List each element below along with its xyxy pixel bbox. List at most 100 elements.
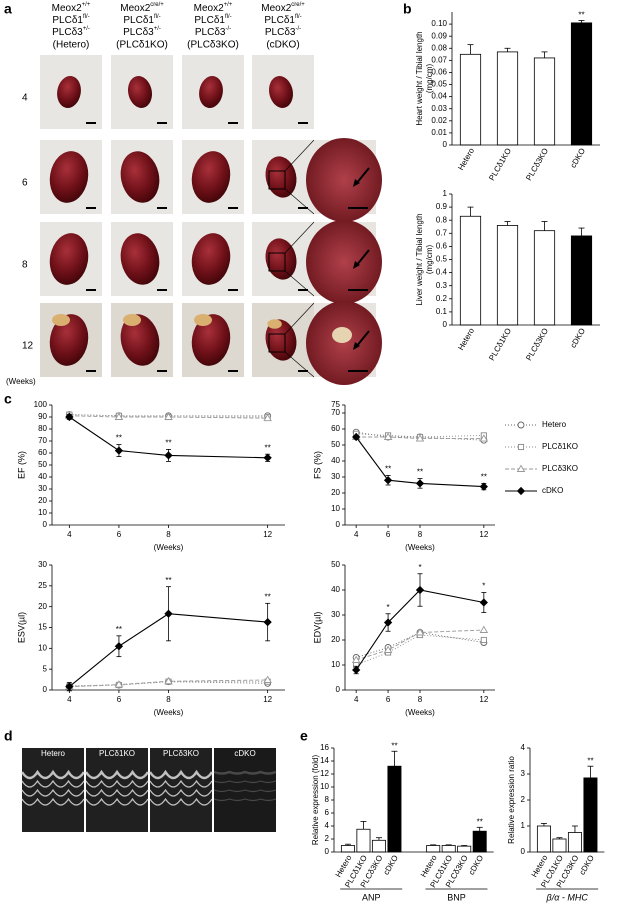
- significance: **: [165, 439, 171, 448]
- marker: [164, 412, 173, 420]
- genotype-line: PLCδ3+/-: [123, 26, 161, 38]
- bar: [457, 845, 472, 853]
- echo-trace: [149, 779, 213, 788]
- marker: [516, 486, 526, 496]
- y-tick-label: 14: [320, 756, 329, 765]
- gene-name: PLCδ1: [194, 15, 225, 26]
- y-tick-label: 50: [38, 460, 47, 469]
- legend-label: cDKO: [542, 486, 563, 495]
- bar: [472, 830, 487, 853]
- y-tick-label: 10: [331, 504, 340, 513]
- heart: [57, 75, 81, 109]
- heart: [49, 314, 89, 366]
- genotype-line: PLCδ3-/-: [265, 26, 301, 38]
- x-tick-label: 8: [418, 695, 423, 704]
- bar: [567, 832, 582, 853]
- y-tick-label: 0.5: [436, 255, 448, 264]
- zoom-line: [284, 270, 315, 297]
- panel-label: a: [4, 1, 12, 17]
- series-line: [356, 436, 484, 440]
- y-tick-label: 0.03: [431, 104, 447, 113]
- marker: [479, 598, 488, 607]
- x-tick-label: 8: [418, 530, 423, 539]
- y-tick-label: 80: [38, 424, 47, 433]
- arrow-head: [353, 342, 360, 350]
- series-line: [356, 632, 484, 658]
- y-tick-label: 40: [331, 456, 340, 465]
- x-tick-label: PLCδ3KO: [524, 147, 550, 183]
- panel-label: e: [300, 728, 308, 744]
- echo-trace: [20, 769, 86, 780]
- y-axis-label: (mg/cm): [425, 64, 434, 94]
- significance: **: [587, 756, 593, 765]
- x-tick-label: 8: [166, 695, 171, 704]
- bar: [496, 51, 519, 146]
- x-tick-label: cDKO: [467, 854, 485, 877]
- marker: [415, 585, 425, 595]
- bar: [356, 828, 371, 853]
- marker: [415, 628, 425, 636]
- arrow-head: [353, 261, 360, 269]
- heart: [191, 233, 231, 285]
- x-tick-label: 6: [386, 695, 391, 704]
- marker: [114, 680, 124, 688]
- y-axis-label: EDV(µl): [312, 612, 322, 644]
- y-tick-label: 10: [331, 660, 340, 669]
- zoom-line: [284, 139, 315, 172]
- heart: [127, 76, 153, 108]
- x-tick-label: 12: [263, 695, 272, 704]
- significance: **: [116, 434, 122, 443]
- age-unit: (Weeks): [6, 377, 36, 386]
- zoom-box: [268, 333, 286, 353]
- genotype-line: PLCδ1fl/-: [52, 14, 89, 26]
- marker: [352, 665, 361, 675]
- genotype-line: PLCδ3-/-: [195, 26, 231, 38]
- group-label: β/α - MHC: [546, 892, 589, 902]
- y-tick-label: 0: [43, 520, 48, 529]
- y-tick-label: 0.05: [431, 80, 447, 89]
- atrium: [194, 314, 212, 326]
- y-tick-label: 5: [43, 664, 48, 673]
- x-tick-label: cDKO: [569, 147, 587, 170]
- y-tick-label: 0.7: [436, 228, 448, 237]
- y-tick-label: 0.09: [431, 31, 447, 40]
- series-line: [355, 589, 484, 671]
- y-tick-label: 0.01: [431, 128, 447, 137]
- y-axis-label: (mg/cm): [425, 245, 434, 275]
- bar: [570, 235, 593, 326]
- y-tick-label: 60: [38, 448, 47, 457]
- echo-label: Hetero: [41, 749, 66, 758]
- echo-label: PLCδ1KO: [99, 749, 135, 758]
- y-tick-label: 0.8: [436, 215, 448, 224]
- age-label: 12: [22, 341, 34, 352]
- y-tick-label: 0.2: [436, 294, 448, 303]
- echo-trace: [213, 789, 277, 793]
- significance: **: [481, 473, 487, 482]
- age-label: 8: [22, 260, 28, 271]
- significance: **: [417, 468, 423, 477]
- x-tick-label: Hetero: [456, 146, 476, 172]
- y-tick-label: 40: [38, 472, 47, 481]
- y-tick-label: 20: [38, 602, 47, 611]
- x-tick-label: Hetero: [456, 326, 476, 352]
- significance: **: [165, 576, 171, 585]
- group-label: ANP: [362, 892, 381, 902]
- bar: [583, 777, 598, 853]
- echo-trace: [213, 780, 277, 784]
- group-label: BNP: [447, 892, 466, 902]
- zoom-line: [284, 351, 315, 378]
- allele: +/-: [154, 26, 161, 32]
- y-tick-label: 2: [325, 834, 330, 843]
- y-tick-label: 50: [331, 560, 340, 569]
- marker: [517, 443, 525, 451]
- echo-trace: [149, 788, 213, 797]
- y-tick-label: 6: [325, 808, 330, 817]
- x-tick-label: 4: [67, 530, 72, 539]
- genotype-line: PLCδ1fl/-: [264, 14, 301, 26]
- y-tick-label: 100: [34, 400, 48, 409]
- x-tick-label: 4: [354, 530, 359, 539]
- x-tick-label: cDKO: [578, 854, 596, 877]
- x-tick-label: 12: [479, 695, 488, 704]
- x-tick-label: cDKO: [382, 854, 400, 877]
- y-tick-label: 0.3: [436, 281, 448, 290]
